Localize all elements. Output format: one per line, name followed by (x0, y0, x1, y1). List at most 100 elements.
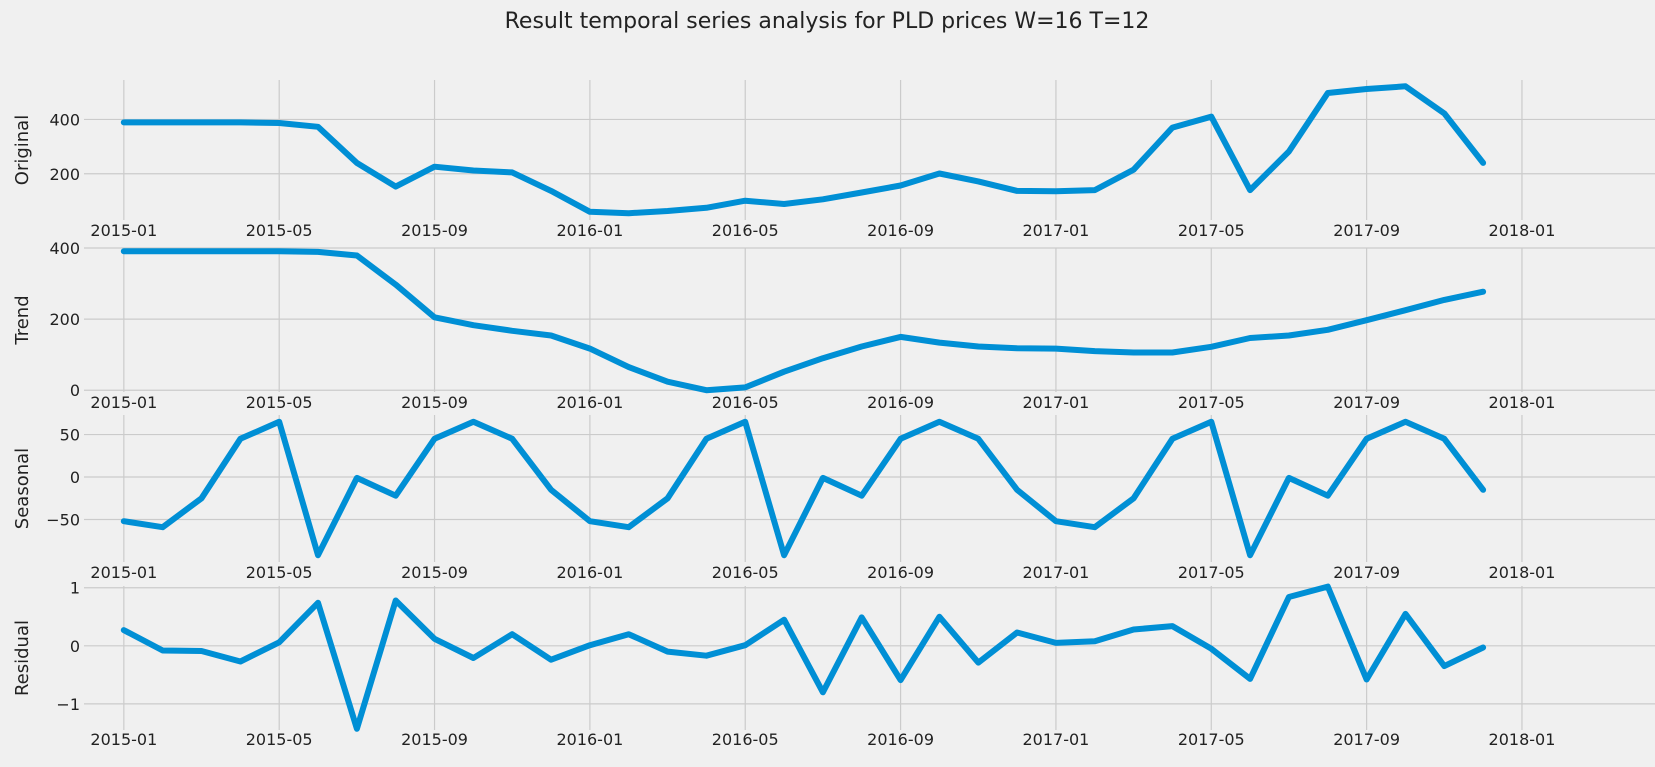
y-tick-label: 400 (49, 110, 80, 129)
data-point (898, 677, 904, 683)
data-point (160, 647, 166, 653)
data-point (975, 178, 981, 184)
data-point (1325, 90, 1331, 96)
data-point (587, 518, 593, 524)
data-point (859, 493, 865, 499)
data-point (548, 332, 554, 338)
x-tick-label: 2016-01 (556, 563, 623, 582)
data-point (781, 201, 787, 207)
data-point (781, 552, 787, 558)
data-point (1364, 317, 1370, 323)
data-point (936, 171, 942, 177)
data-point (1286, 148, 1292, 154)
x-tick-label: 2016-09 (867, 221, 934, 240)
data-point (1286, 594, 1292, 600)
data-point (820, 196, 826, 202)
data-point (1131, 627, 1137, 633)
data-point (1247, 187, 1253, 193)
data-point (315, 552, 321, 558)
data-point (121, 627, 127, 633)
data-point (121, 518, 127, 524)
data-point (509, 169, 515, 175)
data-point (859, 190, 865, 196)
data-point (1402, 83, 1408, 89)
data-point (1169, 125, 1175, 131)
data-point (665, 495, 671, 501)
data-point (1208, 419, 1214, 425)
data-point (820, 355, 826, 361)
data-point (470, 655, 476, 661)
data-point (509, 436, 515, 442)
data-point (548, 487, 554, 493)
data-point (470, 419, 476, 425)
x-tick-label: 2017-01 (1022, 730, 1089, 749)
data-point (1053, 188, 1059, 194)
data-point (1364, 436, 1370, 442)
data-point (1480, 645, 1486, 651)
data-point (237, 436, 243, 442)
data-point (1014, 188, 1020, 194)
data-point (1014, 629, 1020, 635)
y-tick-label: 0 (70, 637, 80, 656)
data-point (354, 252, 360, 258)
data-point (1325, 493, 1331, 499)
data-point (703, 387, 709, 393)
data-point (393, 598, 399, 604)
data-point (1092, 348, 1098, 354)
data-point (1169, 436, 1175, 442)
data-point (432, 164, 438, 170)
data-point (1092, 524, 1098, 530)
x-tick-label: 2015-05 (246, 393, 313, 412)
y-axis-label: Seasonal (12, 448, 33, 529)
data-point (432, 636, 438, 642)
data-point (1169, 350, 1175, 356)
data-point (1053, 518, 1059, 524)
data-point (393, 493, 399, 499)
y-tick-label: 0 (70, 381, 80, 400)
x-tick-label: 2016-09 (867, 563, 934, 582)
data-point (781, 369, 787, 375)
data-point (1325, 584, 1331, 590)
data-point (237, 248, 243, 254)
data-point (199, 648, 205, 654)
subplots: 2015-01 2015-05 2015-09 2016-01 2016-05 2016-… (12, 80, 1655, 749)
data-point (470, 168, 476, 174)
data-point (1014, 487, 1020, 493)
data-point (354, 160, 360, 166)
series-line-original (120, 83, 1487, 217)
data-point (587, 642, 593, 648)
data-point (820, 689, 826, 695)
x-tick-label: 2016-05 (712, 730, 779, 749)
data-point (1325, 327, 1331, 333)
x-tick-label: 2017-09 (1333, 730, 1400, 749)
data-point (548, 188, 554, 194)
subplot-trend: 2015-01 2015-05 2015-09 2016-01 2016-05 2016-… (12, 239, 1655, 412)
data-point (237, 119, 243, 125)
data-point (1131, 350, 1137, 356)
x-tick-label: 2016-09 (867, 730, 934, 749)
x-tick-label: 2017-01 (1022, 221, 1089, 240)
x-tick-label: 2016-01 (556, 393, 623, 412)
data-point (1247, 335, 1253, 341)
y-tick-label: 50 (60, 426, 80, 445)
data-point (1402, 419, 1408, 425)
data-point (742, 384, 748, 390)
x-tick-label: 2016-01 (556, 730, 623, 749)
data-point (315, 600, 321, 606)
data-point (1286, 332, 1292, 338)
data-point (898, 182, 904, 188)
data-point (1247, 552, 1253, 558)
x-tick-label: 2017-05 (1178, 393, 1245, 412)
data-point (276, 248, 282, 254)
y-tick-label: −50 (46, 511, 80, 530)
data-point (1169, 623, 1175, 629)
data-point (315, 249, 321, 255)
data-point (1092, 187, 1098, 193)
data-point (742, 419, 748, 425)
data-point (936, 340, 942, 346)
subplot-residual: 2015-01 2015-05 2015-09 2016-01 2016-05 2016-… (12, 579, 1655, 749)
data-point (1402, 307, 1408, 313)
x-tick-label: 2016-09 (867, 393, 934, 412)
y-tick-label: −1 (56, 695, 80, 714)
